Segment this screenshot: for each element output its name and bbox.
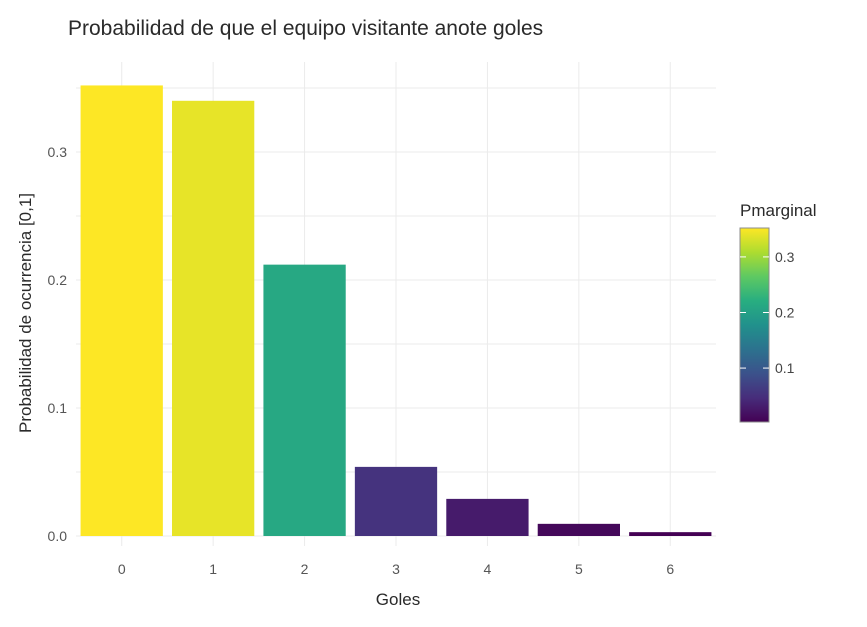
bar-goles-2 [263, 264, 346, 536]
x-tick-label: 6 [666, 561, 674, 577]
y-tick-label: 0.2 [48, 272, 68, 288]
bar-goles-4 [446, 498, 529, 536]
x-tick-label: 4 [484, 561, 492, 577]
colorbar-tick-label: 0.3 [775, 249, 795, 265]
x-tick-label: 0 [118, 561, 126, 577]
x-axis-ticks: 0 1 2 3 4 5 6 [118, 561, 675, 577]
x-tick-label: 2 [301, 561, 309, 577]
x-axis-title: Goles [376, 590, 420, 609]
colorbar-tick-label: 0.1 [775, 360, 795, 376]
x-tick-label: 3 [392, 561, 400, 577]
bar-goles-1 [172, 100, 255, 537]
chart-title: Probabilidad de que el equipo visitante … [68, 17, 543, 40]
x-tick-label: 1 [209, 561, 217, 577]
colorbar [739, 227, 770, 423]
legend-title: Pmarginal [740, 201, 817, 220]
colorbar-tick-label: 0.2 [775, 304, 795, 320]
y-axis-title: Probabilidad de ocurrencia [0,1] [16, 193, 35, 433]
bar-goles-5 [537, 523, 620, 536]
colorbar-legend: Pmarginal 0.1 0.2 0.3 [739, 201, 817, 423]
bar-goles-3 [354, 466, 438, 536]
bar-goles-6 [629, 532, 712, 536]
y-tick-label: 0.1 [48, 400, 68, 416]
y-tick-label: 0.0 [48, 528, 68, 544]
y-axis-ticks: 0.0 0.1 0.2 0.3 [48, 144, 68, 544]
x-tick-label: 5 [575, 561, 583, 577]
bar-goles-0 [80, 85, 163, 536]
colorbar-ticks: 0.1 0.2 0.3 [740, 249, 795, 376]
bars [80, 85, 712, 537]
y-tick-label: 0.3 [48, 144, 68, 160]
